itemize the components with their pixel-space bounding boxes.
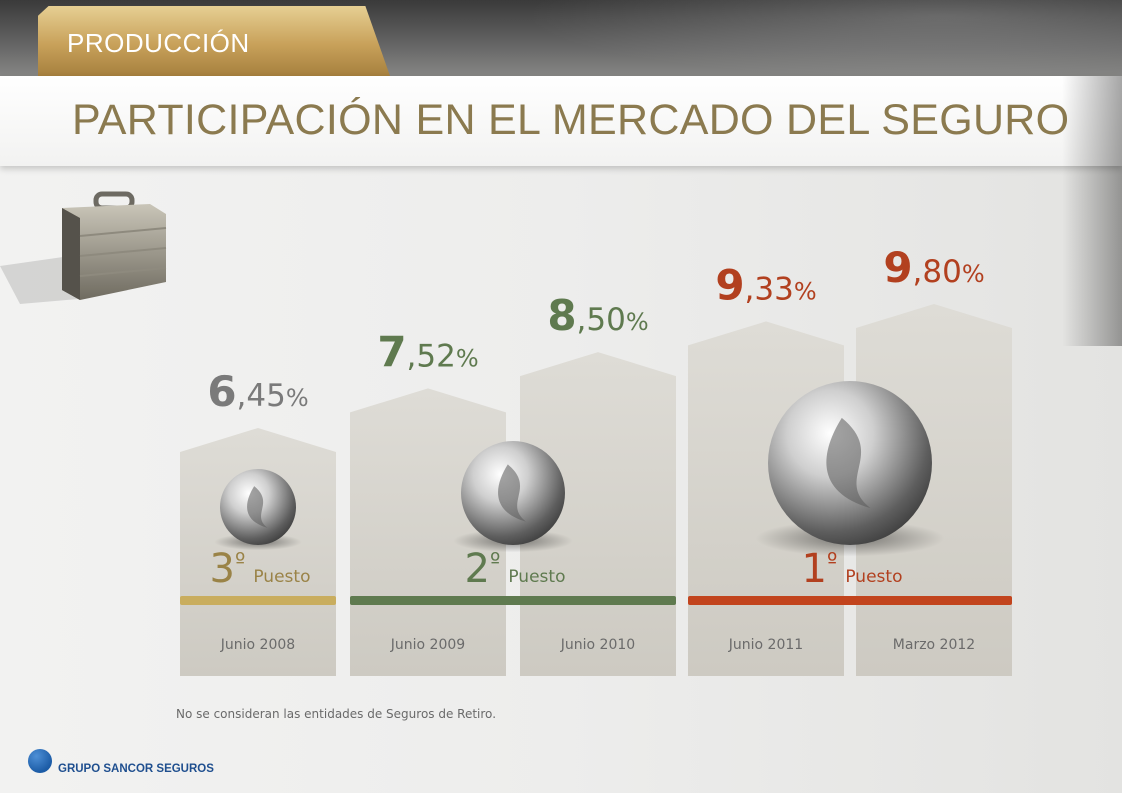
section-tab bbox=[38, 6, 390, 76]
category-label-5: Marzo 2012 bbox=[893, 637, 975, 653]
value-label-2: 7,52% bbox=[377, 327, 478, 376]
section-tab-label: PRODUCCIÓN bbox=[67, 28, 250, 58]
briefcase-icon bbox=[0, 191, 167, 304]
rank-label-3: 3ºPuesto bbox=[210, 546, 311, 592]
logo-text: GRUPO SANCOR SEGUROS bbox=[58, 763, 214, 775]
rank-bar-3 bbox=[180, 596, 336, 605]
footnote: No se consideran las entidades de Seguro… bbox=[176, 707, 497, 721]
value-label-1: 6,45% bbox=[207, 367, 308, 416]
category-label-4: Junio 2011 bbox=[728, 637, 803, 653]
flame-emblem-icon bbox=[826, 417, 871, 509]
value-label-4: 9,33% bbox=[715, 260, 816, 309]
rank-bar-1 bbox=[688, 596, 1012, 605]
rank-label-2: 2ºPuesto bbox=[465, 546, 566, 592]
bar-3 bbox=[520, 352, 676, 676]
bar-1 bbox=[180, 428, 336, 676]
rank-label-1: 1ºPuesto bbox=[802, 546, 903, 592]
value-label-3: 8,50% bbox=[547, 291, 648, 340]
company-logo: GRUPO SANCOR SEGUROS bbox=[28, 749, 228, 781]
title-band bbox=[0, 76, 1122, 166]
category-label-2: Junio 2009 bbox=[390, 637, 465, 653]
sancor-flame-icon bbox=[28, 749, 52, 773]
category-label-1: Junio 2008 bbox=[220, 637, 295, 653]
flame-emblem-icon bbox=[247, 486, 268, 528]
flame-emblem-icon bbox=[498, 464, 526, 522]
value-label-5: 9,80% bbox=[883, 243, 984, 292]
category-label-3: Junio 2010 bbox=[560, 637, 635, 653]
rank-bar-2 bbox=[350, 596, 676, 605]
right-shadow bbox=[1062, 76, 1122, 346]
page-title: PARTICIPACIÓN EN EL MERCADO DEL SEGURO bbox=[72, 96, 1070, 144]
